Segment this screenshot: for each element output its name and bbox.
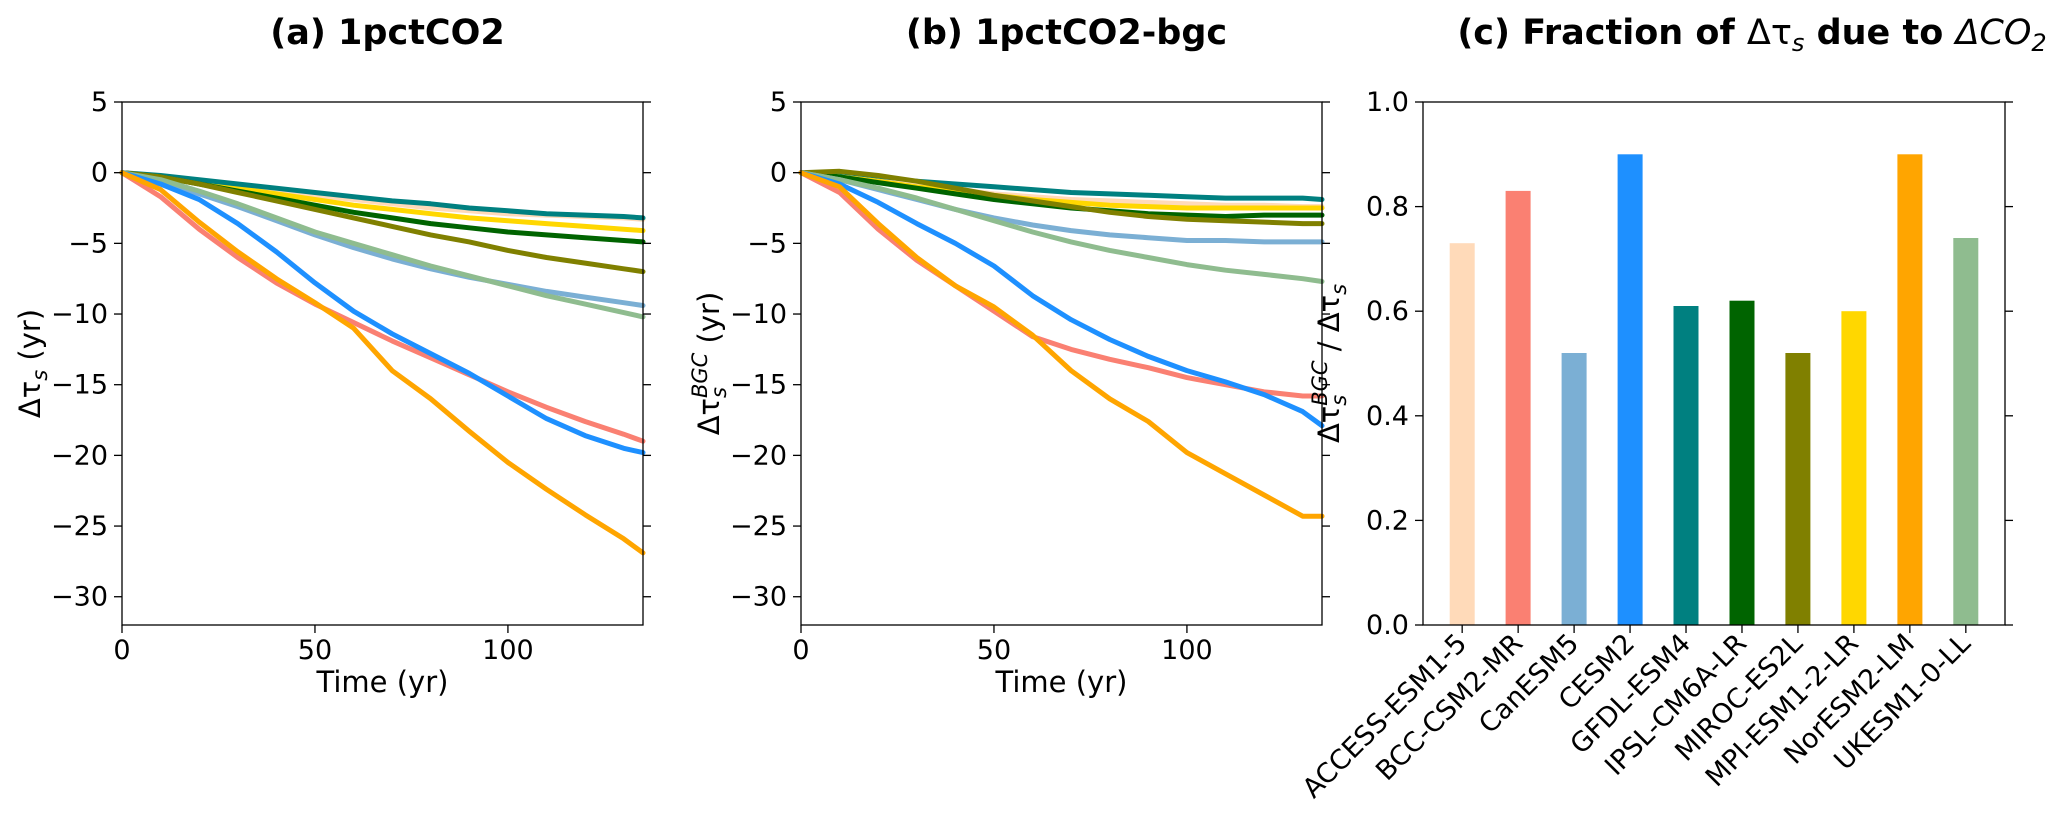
bar	[1505, 190, 1531, 625]
x-tick-label: 50	[977, 635, 1011, 666]
title-text: (c) Fraction of	[1457, 13, 1747, 53]
bar	[1785, 353, 1811, 625]
series-line	[119, 170, 646, 308]
bar	[1673, 306, 1699, 625]
series-group	[798, 168, 1325, 519]
y-tick-label: −30	[51, 582, 108, 613]
panel-title: (c) Fraction of Δτs due to ΔCO2	[1457, 13, 2046, 57]
y-label-unit: (yr)	[13, 309, 47, 370]
y-label-subscript: s	[1327, 395, 1351, 406]
x-axis-label: Time (yr)	[995, 665, 1128, 699]
x-axis-label: Time (yr)	[316, 665, 449, 699]
series-line	[119, 170, 646, 221]
bar	[1561, 353, 1587, 625]
y-label-superscript: BGC	[688, 352, 712, 398]
title-symbol: ΔCO	[1952, 13, 2031, 53]
panel-title: (a) 1pctCO2	[270, 13, 504, 53]
y-label-subscript: s	[28, 370, 52, 381]
title-subscript: s	[1792, 29, 1805, 57]
y-label-superscript: BGC	[1308, 360, 1332, 406]
y-tick-label: −10	[730, 299, 787, 330]
y-axis-label: ΔτsBGC / Δτs	[1308, 284, 1351, 443]
y-tick-label: 5	[770, 87, 787, 118]
x-tick-label: 100	[1161, 635, 1213, 666]
y-tick-label: 0.8	[1366, 192, 1409, 223]
y-label-subscript: s	[1327, 284, 1351, 295]
y-tick-label: 0	[770, 158, 787, 189]
y-tick-label: −20	[730, 440, 787, 471]
series-line	[119, 170, 646, 275]
y-label-symbol: Δτ	[692, 398, 726, 435]
panel-title: (b) 1pctCO2-bgc	[906, 13, 1227, 53]
y-label-unit: (yr)	[692, 292, 726, 353]
y-axis-label: Δτs (yr)	[13, 309, 52, 418]
y-label-symbol: Δτ	[1312, 406, 1346, 443]
y-tick-label: −30	[730, 582, 787, 613]
series-line	[798, 170, 1325, 519]
x-tick-label: 0	[792, 635, 809, 666]
y-axis-label: ΔτsBGC (yr)	[688, 292, 731, 436]
y-tick-label: 0.4	[1366, 401, 1409, 432]
y-tick-label: 0.0	[1366, 610, 1409, 641]
title-text: due to	[1804, 13, 1955, 53]
y-label-text: / Δτ	[1312, 295, 1346, 361]
y-tick-label: −25	[51, 511, 108, 542]
y-tick-label: −15	[730, 370, 787, 401]
series-line	[798, 170, 1325, 429]
series-line	[119, 170, 646, 456]
plot-frame	[1422, 101, 2006, 626]
bar	[1449, 243, 1475, 625]
y-tick-label: 1.0	[1366, 87, 1409, 118]
plot-frame	[800, 101, 1323, 626]
series-group	[119, 170, 646, 556]
bar	[1897, 154, 1923, 626]
bar	[1953, 238, 1979, 625]
y-tick-label: −25	[730, 511, 787, 542]
y-tick-label: −5	[747, 228, 787, 259]
panel-c: (c) Fraction of Δτs due to ΔCO2ACCESS-ES…	[1297, 13, 2047, 804]
series-line	[119, 170, 646, 556]
y-tick-label: 0.6	[1366, 296, 1409, 327]
bar	[1729, 300, 1755, 625]
bar	[1617, 154, 1643, 626]
x-tick-label: 50	[298, 635, 332, 666]
y-tick-label: −15	[51, 370, 108, 401]
x-tick-label: 0	[113, 635, 130, 666]
plot-frame	[121, 101, 644, 626]
y-tick-label: −20	[51, 440, 108, 471]
y-tick-label: 5	[91, 87, 108, 118]
series-line	[119, 170, 646, 320]
bars-group	[1449, 154, 1979, 626]
x-tick-label: 100	[482, 635, 534, 666]
series-line	[798, 168, 1325, 227]
y-label-subscript: s	[707, 387, 731, 398]
y-label-symbol: Δτ	[13, 381, 47, 418]
series-line	[798, 170, 1325, 284]
y-tick-label: 0.2	[1366, 505, 1409, 536]
series-line	[119, 170, 646, 444]
y-tick-label: 0	[91, 158, 108, 189]
bar	[1841, 311, 1867, 625]
y-tick-label: −5	[68, 228, 108, 259]
title-subscript: 2	[2031, 29, 2046, 57]
title-symbol: Δτ	[1747, 13, 1792, 53]
y-tick-label: −10	[51, 299, 108, 330]
